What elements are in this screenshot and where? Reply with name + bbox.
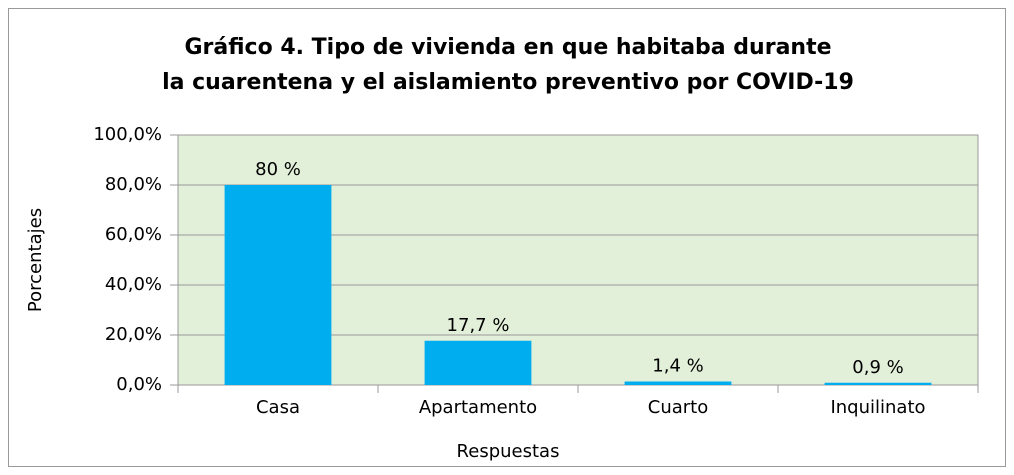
y-tick-label: 80,0% [105, 174, 162, 195]
bar [624, 381, 732, 385]
y-tick-label: 20,0% [105, 324, 162, 345]
data-label: 80 % [255, 159, 301, 180]
y-tick-label: 0,0% [116, 374, 162, 395]
x-axis-label: Respuestas [457, 441, 560, 462]
chart-title: Gráfico 4. Tipo de vivienda en que habit… [184, 35, 831, 60]
x-tick-label: Cuarto [648, 397, 708, 418]
bar [424, 340, 532, 385]
x-tick-label: Apartamento [419, 397, 537, 418]
y-tick-label: 40,0% [105, 274, 162, 295]
x-tick-label: Inquilinato [830, 397, 925, 418]
bar [824, 382, 932, 385]
data-label: 0,9 % [852, 357, 903, 378]
y-tick-label: 60,0% [105, 224, 162, 245]
data-label: 1,4 % [652, 356, 703, 377]
data-label: 17,7 % [447, 315, 510, 336]
x-tick-label: Casa [256, 397, 300, 418]
chart-title: la cuarentena y el aislamiento preventiv… [162, 70, 854, 95]
y-axis-label: Porcentajes [25, 208, 46, 312]
bar [224, 185, 332, 385]
y-tick-label: 100,0% [93, 124, 162, 145]
